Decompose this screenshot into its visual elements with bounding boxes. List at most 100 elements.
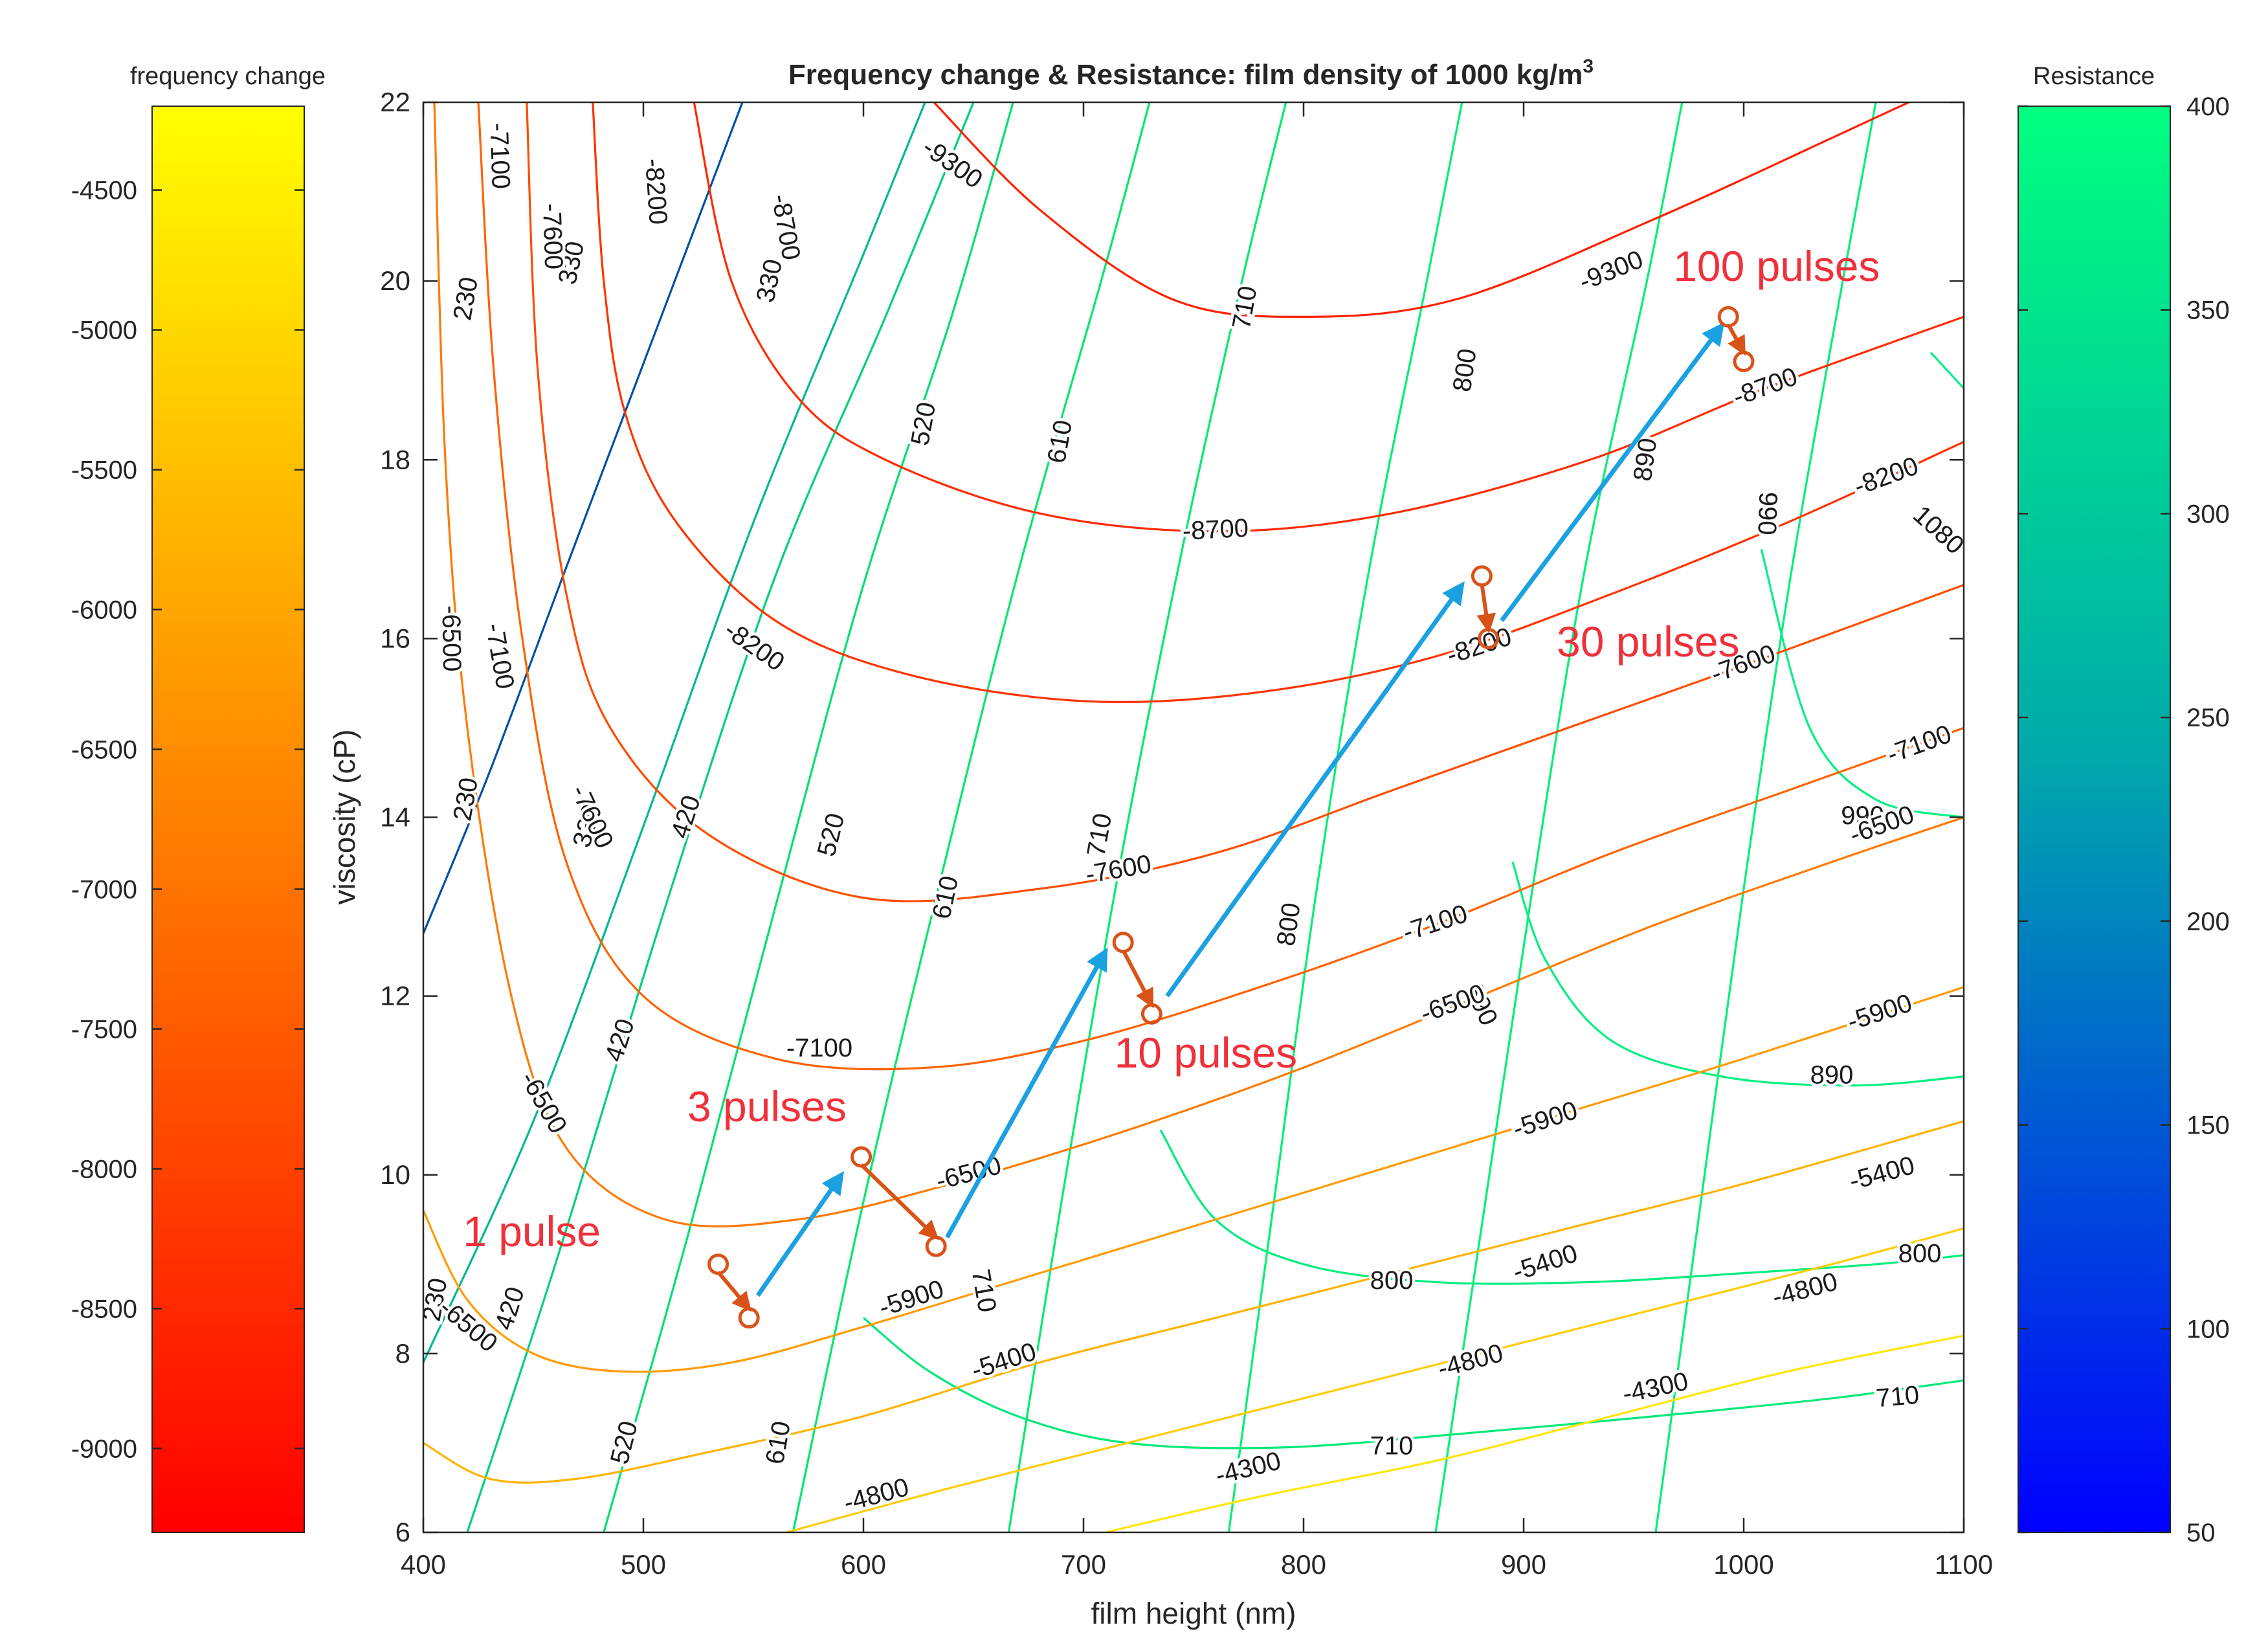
resistance-contour-520: [603, 102, 1014, 1532]
frequency-colorbar-tick-label: -6500: [71, 736, 137, 765]
frequency-colorbar: frequency change -4500 -5000 -5500 -6000 -65…: [71, 63, 326, 1533]
pulse-label: 3 pulses: [687, 1082, 847, 1130]
pulse-marker-start: [707, 1253, 729, 1275]
pulse-label: 1 pulse: [463, 1207, 601, 1255]
resistance-contour-330: [423, 102, 926, 1363]
chart-title-main: Frequency change & Resistance: film dens…: [788, 59, 1583, 91]
pulse-shift-arrow: [1165, 581, 1465, 998]
frequency-colorbar-tick-label: -8000: [71, 1155, 137, 1183]
frequency-contour--5900: [423, 986, 1964, 1373]
resistance-contour-label: 800: [1448, 347, 1482, 394]
x-tick-label: 400: [401, 1549, 446, 1580]
resistance-contour-label: 990: [1841, 801, 1884, 830]
resistance-colorbar-tick-label: 400: [2186, 93, 2230, 121]
resistance-colorbar: Resistance 400 350 300 250 200 150 100 50: [2018, 63, 2230, 1547]
frequency-contour--4800: [786, 1227, 1964, 1532]
frequency-colorbar-tick-label: -6000: [71, 596, 137, 625]
y-tick-label: 18: [380, 444, 410, 475]
frequency-contour-label: -7100: [484, 122, 515, 190]
frequency-colorbar-tick-label: -8500: [71, 1295, 137, 1323]
frequency-colorbar-tick-label: -7500: [71, 1015, 137, 1044]
pulse-marker-start: [1717, 306, 1739, 328]
resistance-colorbar-tick-label: 300: [2186, 500, 2230, 528]
x-tick-label: 500: [621, 1549, 666, 1580]
resistance-contours: [423, 102, 1964, 1532]
y-axis-ticks: 6 8 10 12 14 16 18 20 22: [380, 87, 1964, 1547]
y-tick-label: 12: [380, 981, 410, 1011]
y-tick-label: 6: [395, 1517, 410, 1547]
pulse-marker-start: [1112, 932, 1134, 954]
y-tick-label: 20: [380, 265, 410, 296]
pulse-label: 10 pulses: [1115, 1029, 1298, 1077]
pulse-group: 10 pulses: [1112, 581, 1465, 1077]
pulse-label: 100 pulses: [1673, 242, 1880, 290]
y-tick-label: 10: [380, 1159, 410, 1190]
resistance-colorbar-ticks: 400 350 300 250 200 150 100 50: [2018, 93, 2230, 1547]
pulse-relax-arrow: [860, 1163, 939, 1240]
y-tick-label: 14: [380, 802, 410, 833]
frequency-contour-label: -6500: [436, 605, 466, 672]
resistance-contour-420: [466, 102, 975, 1532]
frequency-colorbar-gradient: [151, 106, 305, 1533]
frequency-contours: [423, 102, 1964, 1532]
frequency-colorbar-label: frequency change: [130, 63, 326, 90]
frequency-contour--7600: [526, 102, 1964, 902]
pulse-shift-arrow: [945, 947, 1108, 1239]
pulse-group: 100 pulses: [1673, 242, 1880, 372]
pulse-shift-arrow: [755, 1170, 844, 1297]
frequency-colorbar-ticks: -4500 -5000 -5500 -6000 -6500 -7000 -7500 -8000…: [71, 177, 304, 1463]
frequency-colorbar-tick-label: -7000: [71, 875, 137, 904]
resistance-contour-990: [1760, 548, 1964, 819]
x-tick-label: 700: [1061, 1549, 1106, 1580]
resistance-colorbar-tick-label: 100: [2186, 1315, 2230, 1343]
x-tick-label: 1100: [1935, 1549, 1993, 1580]
resistance-colorbar-tick-label: 350: [2186, 297, 2230, 325]
frequency-contour--6500: [433, 102, 1964, 1227]
pulse-group: 3 pulses: [687, 947, 1108, 1257]
resistance-colorbar-label: Resistance: [2033, 63, 2155, 90]
frequency-contour--9300: [933, 102, 1909, 318]
resistance-colorbar-tick-label: 150: [2186, 1112, 2230, 1140]
x-axis-label: film height (nm): [1091, 1596, 1296, 1630]
resistance-contour-710: [1007, 102, 1287, 1532]
frequency-contour-label: -8200: [639, 157, 673, 225]
pulse-relax-arrow: [1726, 323, 1746, 356]
frequency-contour-label: -8700: [1182, 514, 1249, 546]
y-tick-label: 16: [380, 623, 410, 653]
resistance-contour-1080: [1929, 352, 1964, 389]
resistance-contour-890: [1434, 102, 1684, 1532]
y-axis-label: viscosity (cP): [328, 730, 361, 905]
resistance-colorbar-gradient: [2018, 106, 2171, 1533]
resistance-contour-label: 610: [761, 1419, 796, 1466]
pulse-group: 30 pulses: [1471, 322, 1740, 666]
resistance-contour-label: 800: [1272, 901, 1306, 948]
pulse-marker-end: [1733, 350, 1755, 372]
pulse-shift-arrow: [1500, 322, 1725, 622]
resistance-contour-610: [792, 102, 1151, 1532]
frequency-colorbar-tick-label: -5500: [71, 456, 137, 485]
frequency-contour-label: -7100: [786, 1034, 852, 1062]
resistance-contour-label: 610: [1042, 418, 1078, 465]
x-axis-ticks: 400 500 600 700 800 900 1000 1100: [401, 102, 1993, 1580]
resistance-contour-890: [1511, 862, 1964, 1087]
chart-title-superscript: 3: [1583, 56, 1594, 77]
resistance-contour-label: 710: [1875, 1381, 1920, 1413]
resistance-contour-800: [1227, 102, 1463, 1532]
frequency-contour-label: -7600: [537, 203, 568, 270]
plot-area: [423, 102, 1964, 1532]
resistance-contour-label: 890: [1810, 1060, 1854, 1089]
resistance-contour-230: [423, 102, 744, 934]
frequency-contour--8700: [693, 102, 1964, 533]
pulse-label: 30 pulses: [1557, 618, 1740, 666]
x-tick-label: 800: [1281, 1549, 1326, 1580]
resistance-contour-710: [862, 1317, 1964, 1449]
frequency-contour--8200: [592, 102, 1964, 704]
y-tick-label: 22: [380, 87, 410, 117]
chart-title: Frequency change & Resistance: film dens…: [788, 56, 1594, 91]
frequency-colorbar-tick-label: -4500: [71, 177, 137, 205]
pulse-marker-end: [738, 1307, 760, 1329]
x-tick-label: 900: [1501, 1549, 1546, 1580]
pulse-marker-start: [1471, 565, 1493, 587]
frequency-colorbar-tick-label: -9000: [71, 1435, 137, 1463]
resistance-contour-label: 800: [1370, 1266, 1414, 1295]
